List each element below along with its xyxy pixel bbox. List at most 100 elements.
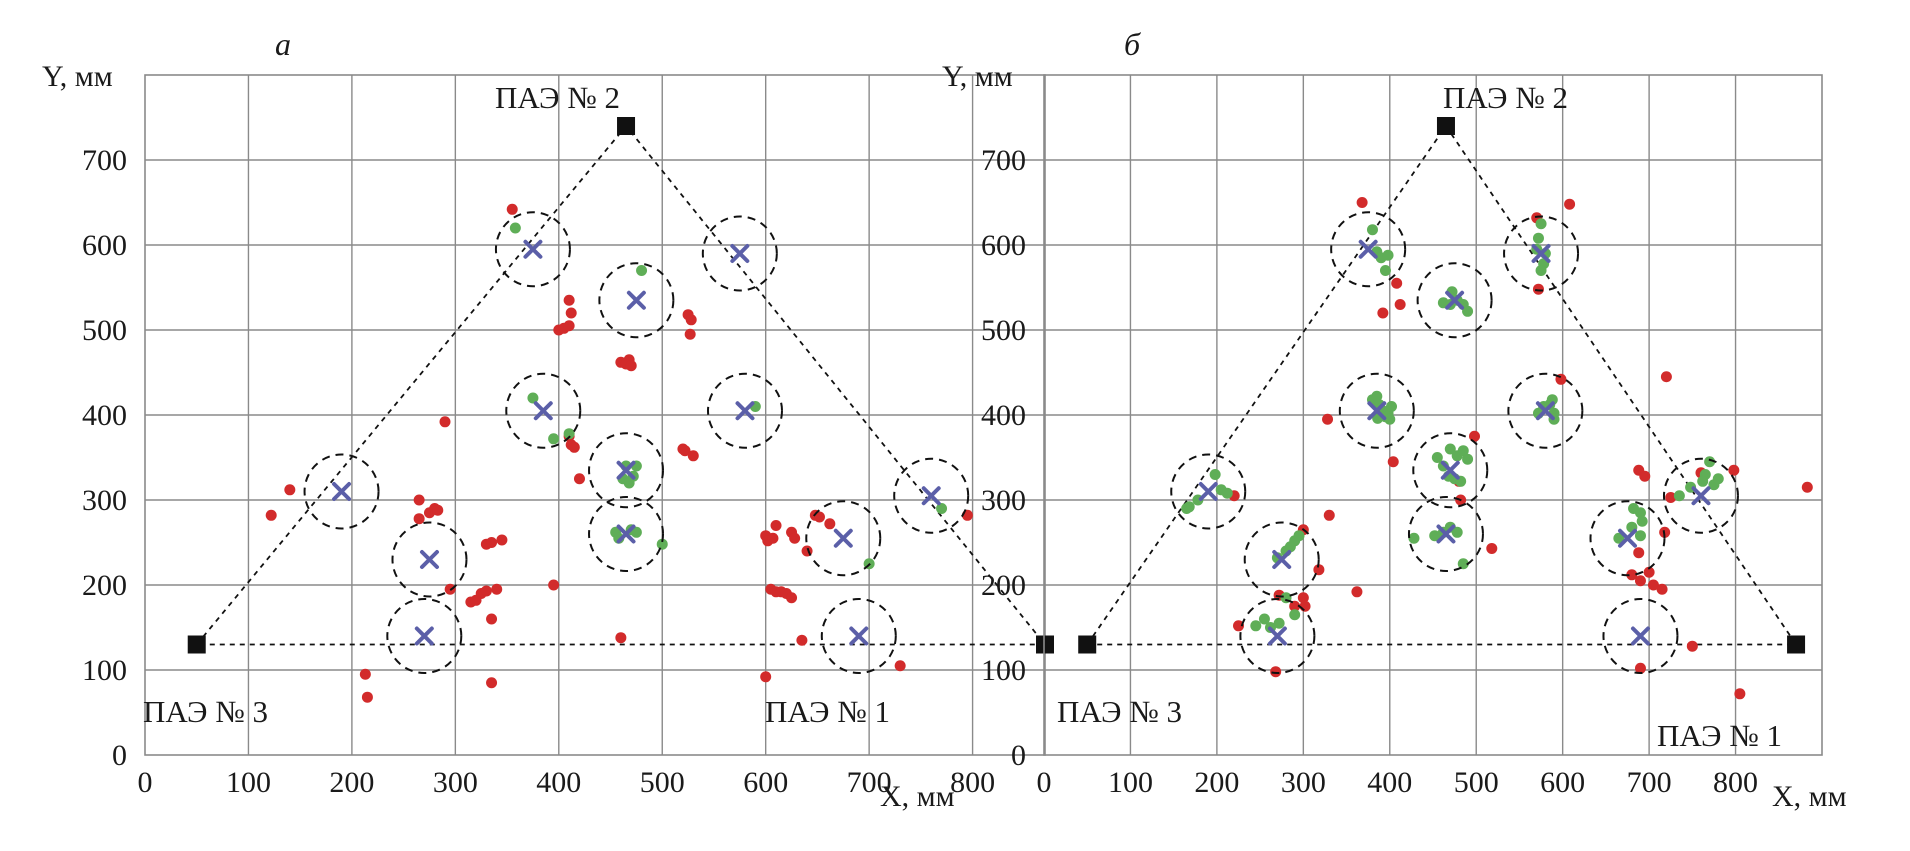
source-zone-circle bbox=[1416, 262, 1493, 339]
red-point bbox=[573, 473, 585, 485]
green-point bbox=[1293, 530, 1305, 542]
red-point bbox=[1356, 197, 1368, 208]
source-cross-marker bbox=[1535, 401, 1555, 421]
sensor-marker bbox=[617, 117, 636, 135]
sensor-marker bbox=[1078, 635, 1097, 654]
red-point bbox=[265, 509, 277, 521]
red-point bbox=[1313, 564, 1325, 576]
source-zone-circle bbox=[1662, 457, 1739, 534]
green-point bbox=[1384, 413, 1396, 425]
green-point bbox=[1209, 469, 1221, 480]
green-point bbox=[1457, 445, 1469, 457]
red-point bbox=[1564, 198, 1576, 210]
red-point bbox=[480, 585, 492, 597]
source-zone-circle bbox=[588, 496, 665, 572]
green-point bbox=[1408, 532, 1420, 544]
green-point bbox=[1535, 218, 1547, 230]
red-point bbox=[1639, 470, 1651, 482]
green-point bbox=[1546, 394, 1558, 406]
green-point bbox=[1250, 620, 1262, 632]
green-point bbox=[1634, 507, 1646, 519]
panel-b: 0 100 200 300 400 500 600 700 800 0 100 200 300 400 50… bbox=[942, 26, 1847, 813]
green-point bbox=[936, 503, 948, 514]
red-point bbox=[1323, 509, 1335, 521]
x-tick-label: 200 bbox=[1194, 766, 1239, 799]
source-cross-marker bbox=[533, 401, 553, 421]
source-cross-marker bbox=[332, 482, 352, 501]
red-point bbox=[361, 691, 373, 703]
red-point bbox=[1377, 307, 1389, 319]
green-point bbox=[1613, 532, 1625, 544]
source-cross-marker bbox=[1630, 626, 1650, 646]
red-point bbox=[789, 532, 801, 544]
green-point bbox=[1457, 558, 1469, 570]
source-zone-circle bbox=[1412, 432, 1489, 509]
red-point bbox=[796, 634, 808, 646]
source-cross-marker bbox=[1436, 524, 1456, 544]
green-point bbox=[1462, 453, 1474, 465]
green-point bbox=[1382, 249, 1394, 261]
y-tick-label: 600 bbox=[981, 229, 1026, 262]
sensor-label: ПАЭ № 1 bbox=[1657, 718, 1782, 753]
source-cross-marker bbox=[1267, 626, 1287, 646]
x-tick-label: 500 bbox=[1454, 766, 1499, 799]
red-point bbox=[1532, 283, 1544, 295]
green-point bbox=[1429, 530, 1441, 542]
x-tick-label: 800 bbox=[1713, 766, 1758, 799]
red-point bbox=[1634, 662, 1646, 674]
y-tick-label: 200 bbox=[82, 569, 127, 602]
green-point bbox=[527, 392, 539, 404]
green-point bbox=[1221, 487, 1233, 499]
green-point bbox=[1386, 401, 1398, 412]
red-point bbox=[1391, 277, 1403, 289]
x-tick-label: 600 bbox=[1540, 766, 1585, 799]
green-point bbox=[1535, 265, 1547, 276]
source-zone-circle bbox=[1503, 215, 1580, 292]
sensor-triangle bbox=[1086, 124, 1798, 646]
green-point bbox=[1636, 515, 1648, 527]
red-point bbox=[1322, 413, 1334, 425]
source-cross-marker bbox=[1272, 550, 1292, 569]
green-point bbox=[1289, 609, 1301, 621]
green-point bbox=[1258, 613, 1270, 625]
green-point bbox=[548, 433, 560, 445]
source-cross-marker bbox=[1367, 401, 1387, 421]
y-axis-label: Y, мм bbox=[42, 60, 113, 93]
green-point bbox=[1451, 526, 1463, 538]
green-point bbox=[636, 265, 648, 276]
green-point bbox=[1444, 443, 1456, 455]
red-point bbox=[1289, 600, 1301, 612]
red-point bbox=[563, 294, 575, 306]
source-zone-circle bbox=[1407, 496, 1484, 572]
source-cross-marker bbox=[849, 626, 869, 646]
x-tick-label: 300 bbox=[1281, 766, 1326, 799]
red-point bbox=[813, 511, 825, 523]
red-point bbox=[359, 668, 371, 680]
red-point bbox=[824, 518, 836, 530]
source-cross-marker bbox=[833, 528, 853, 548]
sensor-label: ПАЭ № 2 bbox=[495, 80, 620, 115]
red-point bbox=[1665, 491, 1677, 503]
x-tick-label: 500 bbox=[640, 766, 685, 799]
red-point bbox=[1728, 464, 1740, 476]
source-cross-marker bbox=[730, 244, 750, 263]
red-point bbox=[284, 484, 296, 496]
x-tick-label: 0 bbox=[1037, 766, 1052, 799]
source-cross-marker bbox=[626, 290, 646, 310]
red-point bbox=[486, 613, 498, 625]
sensor-label: ПАЭ № 2 bbox=[1443, 80, 1568, 115]
source-cross-marker bbox=[1618, 528, 1637, 548]
green-point bbox=[1371, 390, 1383, 402]
red-point bbox=[1486, 542, 1498, 554]
red-point bbox=[548, 579, 560, 591]
red-point bbox=[1660, 371, 1672, 383]
source-cross-marker bbox=[616, 460, 636, 480]
y-tick-label: 0 bbox=[112, 739, 127, 772]
green-point bbox=[1431, 452, 1443, 463]
source-zone-circle bbox=[494, 211, 571, 288]
red-point bbox=[894, 660, 906, 672]
source-cross-marker bbox=[1445, 290, 1465, 310]
y-tick-label: 200 bbox=[981, 569, 1026, 602]
sensor-marker bbox=[1036, 635, 1054, 654]
source-zone-circle bbox=[707, 372, 783, 449]
